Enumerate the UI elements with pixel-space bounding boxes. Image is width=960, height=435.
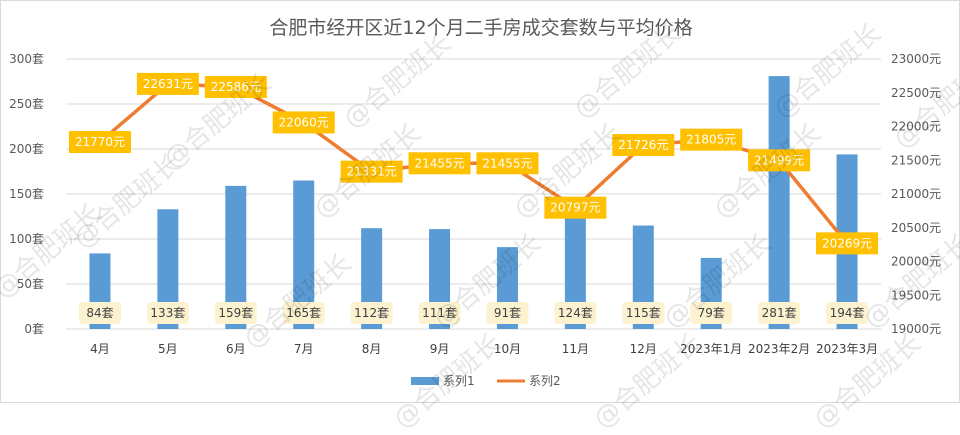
right-tick-label: 20500元 bbox=[891, 221, 941, 235]
line-label-box bbox=[748, 149, 811, 172]
x-tick-label: 10月 bbox=[494, 342, 521, 356]
bar bbox=[225, 185, 247, 329]
bar-data-label: 281套 bbox=[762, 306, 797, 320]
bar-label-box bbox=[486, 302, 529, 324]
x-tick-label: 5月 bbox=[158, 342, 178, 356]
left-tick-label: 200套 bbox=[9, 142, 44, 156]
line-label-box bbox=[136, 72, 199, 95]
bar-label-box bbox=[146, 302, 189, 324]
x-tick-label: 4月 bbox=[90, 342, 110, 356]
x-tick-label: 2023年3月 bbox=[816, 342, 878, 356]
left-tick-label: 250套 bbox=[9, 97, 44, 111]
bar-data-label: 115套 bbox=[626, 306, 661, 320]
bar-data-label: 124套 bbox=[558, 306, 593, 320]
bar-data-label: 79套 bbox=[698, 306, 725, 320]
right-tick-label: 23000元 bbox=[891, 52, 941, 66]
bar-data-label: 84套 bbox=[86, 306, 113, 320]
line-label-box bbox=[340, 160, 403, 183]
line-data-label: 21805元 bbox=[686, 133, 736, 147]
line-data-label: 21726元 bbox=[618, 138, 668, 152]
line-data-label: 20269元 bbox=[822, 236, 872, 250]
bar-label-box bbox=[690, 302, 733, 324]
line-data-label: 21499元 bbox=[754, 153, 804, 167]
bar-label-box bbox=[282, 302, 325, 324]
x-tick-label: 8月 bbox=[362, 342, 382, 356]
bar-label-box bbox=[554, 302, 597, 324]
bar-data-label: 165套 bbox=[286, 306, 321, 320]
bar-data-label: 194套 bbox=[830, 306, 865, 320]
bar-data-label: 111套 bbox=[422, 306, 457, 320]
line-label-box bbox=[816, 232, 879, 255]
bar bbox=[564, 217, 586, 329]
bar-label-box bbox=[826, 302, 869, 324]
right-tick-label: 22500元 bbox=[891, 86, 941, 100]
bar-data-label: 133套 bbox=[150, 306, 185, 320]
right-tick-label: 21000元 bbox=[891, 187, 941, 201]
line-label-box bbox=[272, 111, 335, 134]
left-tick-label: 50套 bbox=[17, 277, 44, 291]
x-tick-label: 6月 bbox=[226, 342, 246, 356]
line-label-box bbox=[680, 128, 743, 151]
x-tick-label: 7月 bbox=[294, 342, 314, 356]
bar-data-label: 91套 bbox=[494, 306, 521, 320]
bar-label-box bbox=[350, 302, 393, 324]
x-tick-label: 11月 bbox=[562, 342, 589, 356]
bar bbox=[293, 180, 315, 329]
bar bbox=[768, 76, 790, 329]
line-data-label: 22060元 bbox=[279, 115, 329, 129]
bar bbox=[157, 209, 179, 329]
left-tick-label: 100套 bbox=[9, 232, 44, 246]
line-series bbox=[98, 82, 849, 245]
bar-label-box bbox=[78, 302, 121, 324]
x-tick-label: 12月 bbox=[630, 342, 657, 356]
bar-data-label: 112套 bbox=[354, 306, 389, 320]
line-label-box bbox=[408, 152, 471, 175]
line-label-box bbox=[68, 131, 131, 154]
left-tick-label: 150套 bbox=[9, 187, 44, 201]
left-tick-label: 300套 bbox=[9, 52, 44, 66]
right-tick-label: 19500元 bbox=[891, 288, 941, 302]
bar-label-box bbox=[622, 302, 665, 324]
right-tick-label: 21500元 bbox=[891, 153, 941, 167]
right-tick-label: 20000元 bbox=[891, 255, 941, 269]
right-tick-label: 19000元 bbox=[891, 322, 941, 336]
legend-swatch-series1 bbox=[411, 377, 439, 385]
line-data-label: 21331元 bbox=[347, 165, 397, 179]
bar-label-box bbox=[214, 302, 257, 324]
line-data-label: 22586元 bbox=[211, 80, 261, 94]
bar-data-label: 159套 bbox=[218, 306, 253, 320]
line-label-box bbox=[204, 75, 267, 98]
chart-svg: 合肥市经开区近12个月二手房成交套数与平均价格 84套 133套 159套 165套 1… bbox=[9, 17, 941, 388]
line-data-label: 21455元 bbox=[482, 156, 532, 170]
legend: 系列1 系列2 bbox=[411, 374, 561, 388]
legend-label-series1: 系列1 bbox=[443, 374, 475, 388]
line-label-box bbox=[612, 133, 675, 156]
right-tick-label: 22000元 bbox=[891, 120, 941, 134]
legend-label-series2: 系列2 bbox=[529, 374, 561, 388]
line-data-label: 22631元 bbox=[143, 77, 193, 91]
left-tick-label: 0套 bbox=[24, 322, 44, 336]
bar-label-box bbox=[418, 302, 461, 324]
line-data-label: 21455元 bbox=[414, 156, 464, 170]
bar-label-box bbox=[758, 302, 801, 324]
x-tick-label: 2023年1月 bbox=[680, 342, 742, 356]
x-tick-label: 9月 bbox=[430, 342, 450, 356]
chart-title: 合肥市经开区近12个月二手房成交套数与平均价格 bbox=[269, 17, 692, 39]
line-label-box bbox=[544, 196, 607, 219]
line-data-label: 21770元 bbox=[75, 135, 125, 149]
line-label-box bbox=[476, 152, 539, 175]
x-tick-label: 2023年2月 bbox=[748, 342, 810, 356]
line-data-label: 20797元 bbox=[550, 201, 600, 215]
